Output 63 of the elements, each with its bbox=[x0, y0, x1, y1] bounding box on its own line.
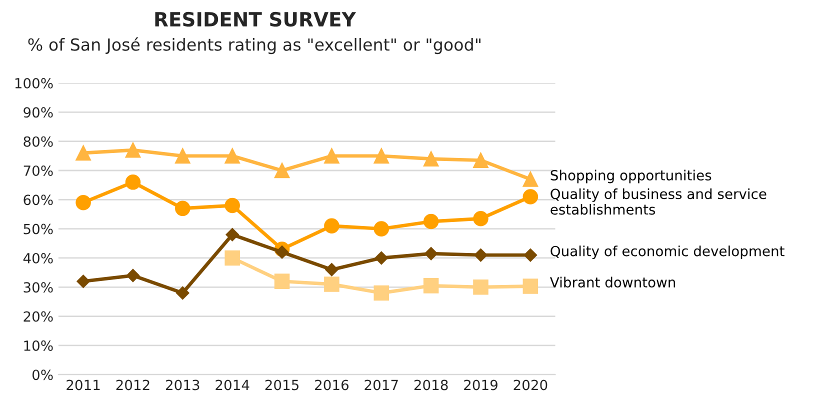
point bbox=[176, 286, 190, 300]
point bbox=[175, 148, 190, 164]
point bbox=[423, 278, 439, 294]
y-tick-label: 0% bbox=[32, 370, 53, 380]
point bbox=[524, 248, 538, 262]
y-tick-label: 70% bbox=[24, 165, 53, 176]
y-tick-label: 60% bbox=[24, 194, 53, 206]
series-label: Vibrant downtown bbox=[550, 276, 676, 288]
point bbox=[76, 274, 90, 288]
x-tick-label: 2016 bbox=[315, 380, 348, 390]
chart-title: RESIDENT SURVEY bbox=[155, 12, 356, 27]
y-tick-label: 40% bbox=[23, 252, 53, 264]
point bbox=[374, 148, 390, 164]
point bbox=[175, 200, 190, 216]
point bbox=[76, 145, 91, 161]
point bbox=[374, 251, 388, 265]
x-tick-label: 2014 bbox=[216, 380, 250, 390]
y-tick-label: 90% bbox=[24, 107, 53, 118]
x-tick-label: 2013 bbox=[166, 380, 200, 390]
point bbox=[424, 247, 438, 260]
series-label: Quality of economic development bbox=[550, 246, 784, 260]
point bbox=[324, 148, 340, 164]
point bbox=[374, 221, 390, 236]
point bbox=[473, 210, 488, 226]
point bbox=[274, 162, 290, 178]
series-label: Shopping opportunities bbox=[550, 170, 712, 184]
x-tick-label: 2019 bbox=[464, 380, 498, 390]
point bbox=[423, 214, 439, 230]
y-tick-label: 30% bbox=[24, 282, 53, 293]
point bbox=[224, 250, 240, 266]
y-tick-label: 100% bbox=[15, 78, 53, 88]
point bbox=[226, 228, 239, 242]
point bbox=[76, 194, 91, 210]
y-tick-label: 50% bbox=[24, 224, 53, 234]
point bbox=[522, 172, 538, 187]
x-tick-label: 2011 bbox=[66, 380, 100, 390]
point bbox=[224, 198, 240, 214]
point bbox=[473, 152, 488, 168]
y-tick-label: 10% bbox=[24, 340, 53, 351]
y-tick-label: 20% bbox=[24, 311, 53, 322]
y-tick-label: 80% bbox=[24, 136, 53, 147]
point bbox=[324, 218, 340, 234]
x-tick-label: 2020 bbox=[514, 380, 548, 390]
point bbox=[126, 268, 140, 282]
x-tick-label: 2015 bbox=[265, 380, 298, 390]
x-tick-label: 2017 bbox=[364, 380, 398, 390]
x-tick-label: 2012 bbox=[116, 380, 150, 390]
series-label: Quality of business and service establishments bbox=[550, 188, 766, 215]
point bbox=[423, 151, 439, 166]
point bbox=[274, 274, 290, 289]
point bbox=[224, 148, 240, 164]
point bbox=[324, 276, 340, 292]
point bbox=[125, 174, 141, 190]
point bbox=[275, 246, 289, 259]
point bbox=[522, 189, 538, 204]
chart-subtitle: % of San José residents rating as "excellent" or "good" bbox=[28, 37, 480, 54]
point bbox=[473, 280, 488, 295]
point bbox=[474, 248, 488, 262]
point bbox=[325, 263, 338, 276]
point bbox=[374, 285, 390, 301]
x-tick-label: 2018 bbox=[414, 380, 448, 390]
point bbox=[522, 278, 538, 294]
point bbox=[125, 142, 141, 158]
